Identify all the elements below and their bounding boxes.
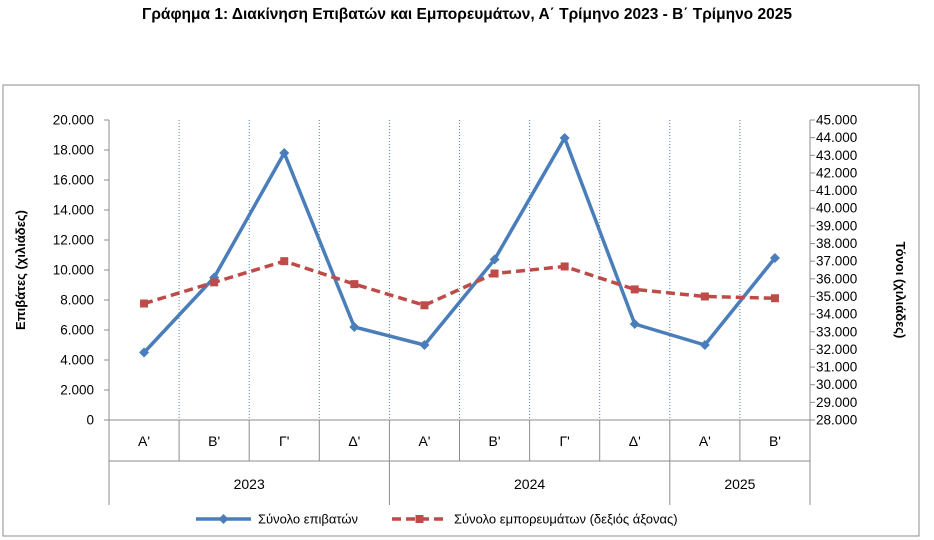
right-tick-label: 42.000: [816, 165, 857, 180]
series-1-point: [489, 254, 500, 265]
right-tick-label: 31.000: [816, 360, 857, 375]
chart-frame: [2, 84, 920, 537]
year-label: 2025: [724, 476, 755, 492]
series-2-point: [770, 294, 779, 303]
category-label: Γ': [559, 433, 569, 449]
series-2-point: [560, 262, 569, 271]
year-label: 2024: [514, 476, 545, 492]
left-tick-label: 8.000: [60, 293, 94, 308]
series-line-2: [143, 259, 775, 308]
legend-marker-2: [415, 515, 424, 523]
series-2-point: [700, 292, 709, 301]
left-tick-label: 18.000: [53, 143, 94, 158]
category-labels: Α' Β' Γ' Δ' Α' Β' Γ' Δ' Α' Β': [138, 433, 781, 449]
left-tick-label: 16.000: [53, 173, 94, 188]
category-label: Α': [138, 433, 150, 449]
category-label: Γ': [279, 433, 289, 449]
left-tick-label: 4.000: [60, 353, 94, 368]
category-label: Β': [769, 433, 781, 449]
right-tick-label: 34.000: [816, 307, 857, 322]
series-1-point: [139, 347, 150, 358]
series-1-point: [769, 253, 780, 263]
left-tick-label: 14.000: [53, 203, 94, 218]
category-label: Α': [699, 433, 711, 449]
series-1-point: [699, 340, 710, 350]
legend-label-1: Σύνολο επιβατών: [258, 512, 358, 527]
legend-label-2: Σύνολο εμπορευμάτων (δεξιός άξονας): [454, 512, 678, 527]
year-labels: 2023 2024 2025: [234, 476, 756, 492]
series-2-point: [140, 299, 149, 308]
left-tick-label: 20.000: [53, 113, 94, 128]
right-axis-ticks: 28.000 29.000 30.000 31.000 32.000 33.000 34.0…: [810, 113, 857, 428]
right-tick-label: 36.000: [816, 271, 857, 286]
series-2-point: [350, 280, 359, 289]
right-tick-label: 45.000: [816, 113, 857, 128]
right-tick-label: 38.000: [816, 236, 857, 251]
category-label: Β': [208, 433, 220, 449]
left-axis-title: Επιβάτες (χιλιάδες): [13, 210, 28, 330]
left-tick-label: 10.000: [53, 263, 94, 278]
series-2-point: [210, 278, 219, 287]
right-axis-title: Τόνοι (χιλιάδες): [893, 242, 908, 339]
left-tick-label: 12.000: [53, 233, 94, 248]
category-label: Β': [489, 433, 501, 449]
series-1-point: [279, 148, 290, 158]
series-1-point: [419, 340, 430, 350]
legend-marker-1: [218, 514, 229, 524]
series-2-point: [280, 257, 289, 266]
series-1-point: [559, 133, 570, 143]
left-tick-label: 2.000: [60, 383, 94, 398]
right-tick-label: 40.000: [816, 201, 857, 216]
category-label: Δ': [348, 433, 360, 449]
series-2-point: [490, 269, 499, 278]
series-1-point: [629, 319, 640, 329]
right-tick-label: 44.000: [816, 130, 857, 145]
right-tick-label: 30.000: [816, 377, 857, 392]
right-tick-label: 37.000: [816, 254, 857, 269]
right-tick-label: 29.000: [816, 395, 857, 410]
category-label: Α': [418, 433, 430, 449]
right-tick-label: 41.000: [816, 183, 857, 198]
series-line-1: [142, 136, 777, 354]
right-tick-label: 28.000: [816, 413, 857, 428]
series-2-point: [420, 301, 429, 310]
right-tick-label: 32.000: [816, 342, 857, 357]
category-label: Δ': [629, 433, 641, 449]
series-group: [139, 133, 780, 358]
gridlines: [178, 120, 741, 420]
chart-title: Γράφημα 1: Διακίνηση Επιβατών και Εμπορε…: [142, 6, 792, 23]
left-tick-label: 6.000: [60, 323, 94, 338]
right-tick-label: 39.000: [816, 218, 857, 233]
right-tick-label: 35.000: [816, 289, 857, 304]
series-2-point: [630, 285, 639, 294]
right-tick-label: 43.000: [816, 148, 857, 163]
year-label: 2023: [234, 476, 265, 492]
right-tick-label: 33.000: [816, 324, 857, 339]
series-1-point: [349, 322, 360, 332]
left-axis-ticks: 0 2.000 4.000 6.000 8.000 10.000 12.000 14.000 1…: [53, 113, 109, 428]
left-tick-label: 0: [86, 413, 94, 428]
legend: Σύνολο επιβατών Σύνολο εμπορευμάτων (δεξι…: [196, 512, 678, 527]
axes: [108, 120, 811, 505]
